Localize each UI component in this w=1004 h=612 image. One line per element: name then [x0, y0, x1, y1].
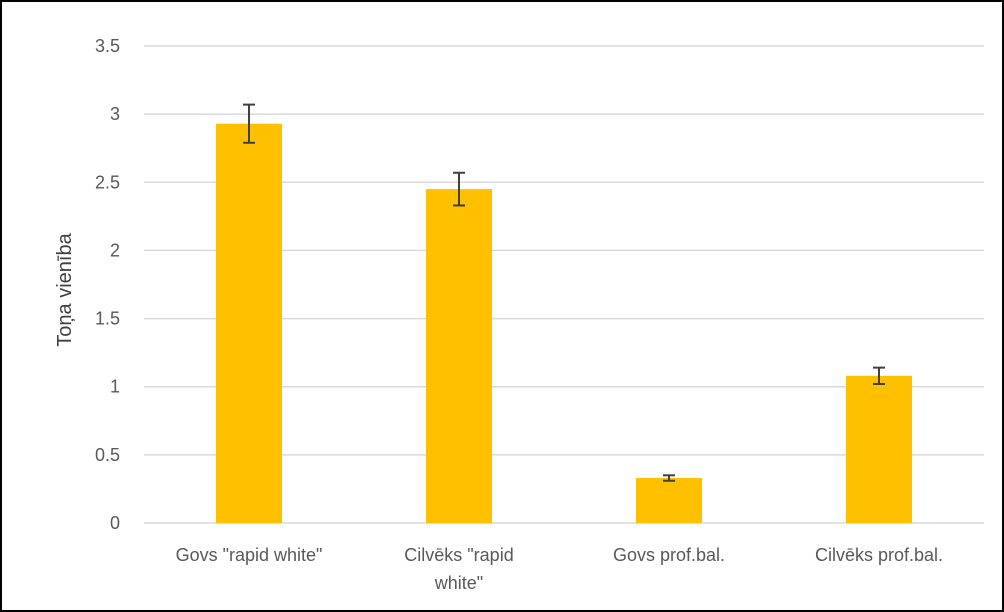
- error-bar: [453, 171, 465, 207]
- y-tick-label: 1.5: [95, 309, 120, 329]
- x-category-label: Govs "rapid white": [176, 545, 323, 565]
- error-bars: [243, 103, 885, 482]
- y-tick-label: 1: [110, 377, 120, 397]
- y-axis-ticks: 0 0.5 1 1.5 2 2.5 3 3.5: [95, 36, 120, 533]
- y-tick-label: 3.5: [95, 36, 120, 56]
- bar: [216, 123, 282, 523]
- y-tick-label: 0.5: [95, 445, 120, 465]
- bars: [216, 123, 912, 523]
- y-tick-label: 3: [110, 104, 120, 124]
- error-bar: [663, 474, 675, 482]
- x-category-label: Govs prof.bal.: [613, 545, 725, 565]
- bar: [426, 189, 492, 523]
- bar: [636, 478, 702, 523]
- x-category-label: Cilvēks "rapid white": [404, 545, 513, 593]
- y-tick-label: 2: [110, 240, 120, 260]
- bar: [846, 375, 912, 523]
- grid-lines: [144, 45, 984, 524]
- x-axis-categories: Govs "rapid white" Cilvēks "rapid white" Go…: [176, 545, 943, 593]
- error-bar: [873, 366, 885, 385]
- y-axis-label: Toņa vienība: [54, 232, 76, 346]
- y-tick-label: 0: [110, 513, 120, 533]
- x-category-label: Cilvēks prof.bal.: [815, 545, 943, 565]
- y-tick-label: 2.5: [95, 172, 120, 192]
- error-bar: [243, 103, 255, 144]
